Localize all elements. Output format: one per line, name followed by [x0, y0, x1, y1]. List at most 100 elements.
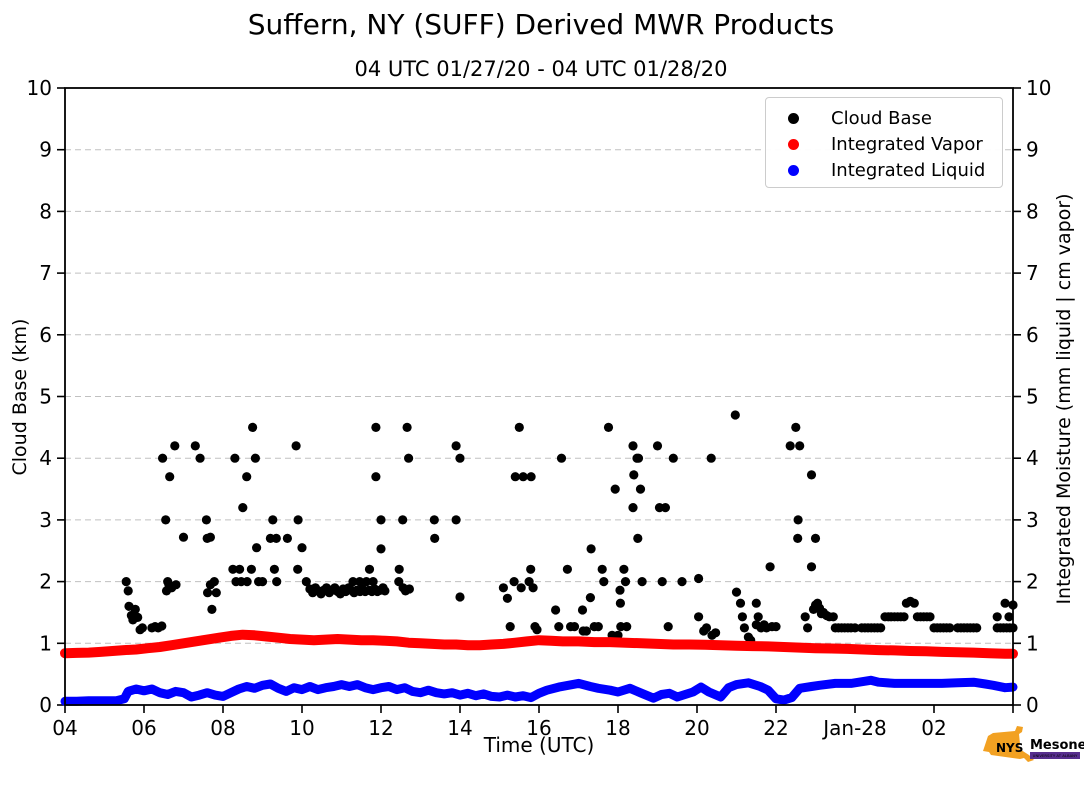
cloud-base-point	[170, 441, 180, 451]
cloud-base-point	[615, 585, 625, 595]
cloud-base-point	[510, 472, 520, 482]
cloud-base-point	[376, 544, 386, 554]
y-tick-label-left: 5	[39, 385, 52, 409]
cloud-base-point	[637, 577, 647, 587]
cloud-base-point	[455, 592, 465, 602]
cloud-base-point	[586, 544, 596, 554]
cloud-base-point	[398, 515, 408, 525]
cloud-base-point	[257, 577, 268, 587]
cloud-base-point	[925, 612, 935, 622]
x-tick-label: 14	[447, 716, 472, 740]
cloud-base-point	[554, 622, 564, 632]
cloud-base-point	[556, 453, 567, 463]
cloud-base-point	[402, 422, 412, 432]
legend: Cloud Base Integrated Vapor Integrated L…	[765, 97, 1003, 188]
y-tick-label-right: 9	[1026, 138, 1039, 162]
cloud-base-point	[130, 604, 140, 615]
cloud-base-point	[514, 422, 524, 432]
cloud-base-point	[629, 470, 639, 480]
y-tick-label-left: 6	[39, 323, 52, 347]
cloud-base-point	[165, 472, 175, 482]
cloud-base-point	[211, 588, 221, 598]
x-tick-label: 06	[131, 716, 156, 740]
y-tick-label-right: 5	[1026, 385, 1039, 409]
cloud-base-point	[368, 577, 378, 587]
cloud-base-point	[528, 583, 538, 593]
x-tick-label: 18	[605, 716, 630, 740]
x-tick-label: 02	[921, 716, 946, 740]
cloud-base-point	[404, 584, 414, 594]
y-tick-label-left: 2	[39, 570, 52, 594]
integrated-vapor-marker-icon	[788, 138, 799, 150]
cloud-base-point	[633, 453, 644, 463]
x-tick-label: 10	[289, 716, 314, 740]
cloud-base-point	[620, 577, 631, 587]
cloud-base-point	[633, 533, 643, 544]
cloud-base-point	[371, 422, 381, 432]
cloud-base-point	[250, 453, 260, 463]
cloud-base-point	[518, 472, 528, 482]
cloud-base-point	[581, 626, 592, 636]
cloud-base-point	[668, 453, 678, 463]
cloud-base-point	[516, 583, 526, 593]
logo-tagline-bar	[1030, 752, 1080, 759]
cloud-base-point	[429, 515, 439, 525]
cloud-base-point	[291, 441, 301, 451]
cloud-base-point	[205, 532, 215, 542]
cloud-base-point	[806, 562, 817, 572]
cloud-base-point	[751, 598, 761, 608]
y-tick-label-left: 4	[39, 446, 52, 470]
cloud-base-point	[252, 543, 262, 553]
y-tick-label-right: 0	[1026, 693, 1039, 717]
integrated-liquid-line	[60, 675, 1018, 706]
cloud-base-point	[376, 515, 386, 525]
x-tick-label: 22	[763, 716, 788, 740]
y-tick-label-right: 7	[1026, 261, 1039, 285]
cloud-base-point	[730, 410, 740, 420]
y-tick-label-left: 10	[27, 76, 52, 100]
cloud-base-point	[301, 577, 311, 587]
cloud-base-point	[268, 515, 278, 525]
cloud-base-point	[371, 472, 381, 482]
cloud-base-point	[455, 453, 465, 463]
cloud-base-point	[293, 515, 303, 525]
cloud-base-point	[765, 562, 775, 572]
cloud-base-point	[753, 612, 763, 622]
cloud-base-point	[1004, 612, 1014, 622]
cloud-base-point	[133, 612, 143, 623]
cloud-base-point	[619, 564, 629, 574]
cloud-base-point	[628, 503, 638, 513]
cloud-base-point	[404, 453, 414, 463]
cloud-base-point	[785, 441, 795, 451]
cloud-base-point	[701, 623, 712, 633]
cloud-base-point	[850, 623, 860, 633]
x-tick-label: 12	[368, 716, 393, 740]
legend-label-integrated-liquid: Integrated Liquid	[831, 159, 986, 181]
cloud-base-point	[677, 577, 687, 587]
y-tick-label-right: 6	[1026, 323, 1039, 347]
cloud-base-point	[737, 612, 748, 622]
cloud-base-point	[603, 422, 614, 432]
cloud-base-point	[242, 577, 252, 587]
cloud-base-point	[532, 625, 542, 635]
cloud-base-point	[293, 564, 303, 574]
cloud-base-point	[694, 573, 704, 584]
cloud-base-point	[562, 564, 573, 574]
cloud-base-point	[635, 484, 646, 494]
cloud-base-point	[121, 577, 131, 587]
cloud-base-point	[238, 503, 248, 513]
y-tick-label-left: 3	[39, 508, 52, 532]
cloud-base-point	[810, 533, 821, 544]
y-tick-label-right: 1	[1026, 631, 1039, 655]
ny-state-shape-icon	[983, 726, 1034, 762]
cloud-base-point	[803, 623, 813, 633]
y-tick-label-left: 1	[39, 631, 52, 655]
cloud-base-point	[451, 515, 461, 525]
legend-label-integrated-vapor: Integrated Vapor	[831, 133, 983, 155]
y-axis-right-label: Integrated Moisture (mm liquid | cm vapo…	[1053, 193, 1075, 605]
cloud-base-point	[380, 586, 390, 596]
cloud-base-point	[972, 623, 982, 633]
cloud-base-point	[711, 628, 721, 638]
